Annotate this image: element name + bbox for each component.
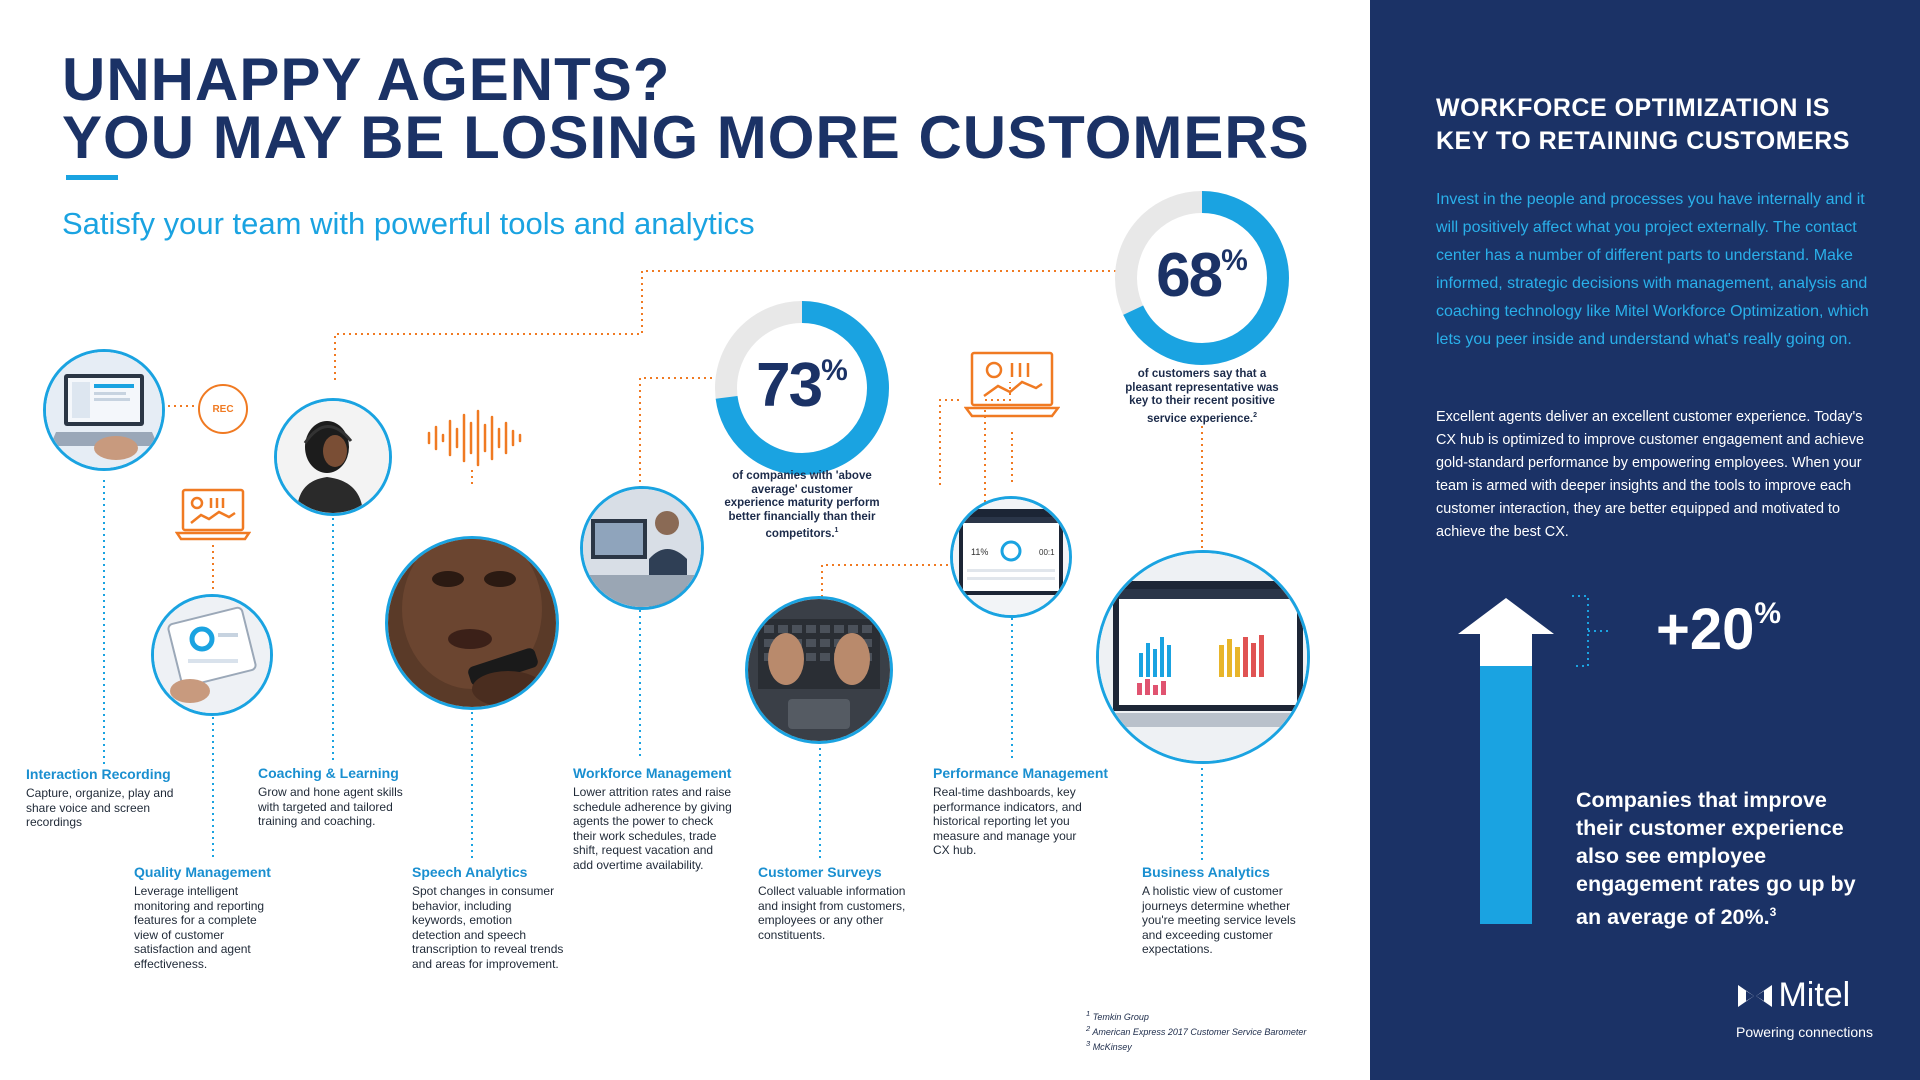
stat-73-caption-text: of companies with 'above average' custom… <box>724 470 880 540</box>
quality-management-desc: Leverage intelligent monitoring and repo… <box>134 884 265 971</box>
footnote-3-num: 3 <box>1086 1039 1091 1048</box>
speech-analytics-title: Speech Analytics <box>412 864 528 880</box>
footnote-1: 1 Temkin Group <box>1086 1008 1336 1023</box>
panel-title-line-2: KEY TO RETAINING CUSTOMERS <box>1436 127 1850 155</box>
bracket-connector <box>1572 595 1608 667</box>
subtitle: Satisfy your team with powerful tools an… <box>62 206 755 241</box>
panel-stat-sentence: Companies that improve their customer ex… <box>1576 788 1856 930</box>
plus-20-stat: +20% <box>1656 596 1781 663</box>
footnote-2-num: 2 <box>1086 1024 1091 1033</box>
stat-68-caption-text: of customers say that a pleasant represe… <box>1125 368 1279 425</box>
laptop-analytics-icon <box>175 488 251 541</box>
right-panel: WORKFORCE OPTIMIZATION IS KEY TO RETAINI… <box>1370 0 1920 1080</box>
stat-68-value: 68 <box>1156 241 1223 310</box>
panel-stat-text: Companies that improve their customer ex… <box>1576 786 1876 931</box>
stat-68-ref: 2 <box>1253 411 1258 419</box>
coaching-learning-desc: Grow and hone agent skills with targeted… <box>258 785 403 829</box>
panel-paragraph-1: Invest in the people and processes you h… <box>1436 191 1869 348</box>
brand-tagline: Powering connections <box>1736 1024 1873 1040</box>
customer-surveys-desc: Collect valuable information and insight… <box>758 884 906 942</box>
plus-20-value: +20 <box>1656 597 1755 662</box>
stat-68-number: 68% <box>1114 240 1290 311</box>
svg-text:11%: 11% <box>971 547 988 557</box>
customer-surveys-title: Customer Surveys <box>758 864 882 880</box>
panel-title-line-1: WORKFORCE OPTIMIZATION IS <box>1436 94 1830 122</box>
customer-surveys-photo <box>745 596 893 744</box>
plus-20-unit: % <box>1754 597 1782 630</box>
performance-management-photo: 11% 00:1 <box>950 496 1072 618</box>
growth-arrow-icon <box>1458 598 1554 924</box>
title-line-1: UNHAPPY AGENTS? <box>62 46 671 113</box>
quality-management-title: Quality Management <box>134 864 271 880</box>
stat-73-ring <box>715 301 889 475</box>
stat-68-caption: of customers say that a pleasant represe… <box>1122 368 1282 426</box>
interaction-recording-photo <box>43 349 165 471</box>
mitel-wordmark: Mitel <box>1778 976 1851 1014</box>
mitel-logo: Mitel <box>1736 976 1850 1015</box>
workforce-management-photo <box>580 486 704 610</box>
quality-management-block: Quality Management Leverage intelligent … <box>134 864 284 972</box>
footnotes: 1 Temkin Group 2 American Express 2017 C… <box>1086 1008 1336 1053</box>
coaching-learning-title: Coaching & Learning <box>258 765 399 781</box>
business-analytics-block: Business Analytics A holistic view of cu… <box>1142 864 1302 957</box>
customer-surveys-block: Customer Surveys Collect valuable inform… <box>758 864 920 942</box>
stat-73-ref: 1 <box>834 527 839 534</box>
stat-73-number: 73% <box>714 350 890 421</box>
interaction-recording-title: Interaction Recording <box>26 766 171 782</box>
title-line-2: YOU MAY BE LOSING MORE CUSTOMERS <box>62 104 1310 171</box>
panel-title: WORKFORCE OPTIMIZATION IS KEY TO RETAINI… <box>1436 92 1896 158</box>
connector-perf-icon <box>939 399 962 485</box>
rec-icon: REC <box>198 384 248 434</box>
footnote-3-text: McKinsey <box>1092 1042 1132 1052</box>
coaching-learning-block: Coaching & Learning Grow and hone agent … <box>258 765 418 829</box>
performance-management-block: Performance Management Real-time dashboa… <box>933 765 1109 858</box>
workforce-management-block: Workforce Management Lower attrition rat… <box>573 765 733 873</box>
panel-stat-ref: 3 <box>1769 905 1777 919</box>
svg-text:00:1: 00:1 <box>1039 548 1055 557</box>
stat-73-value: 73 <box>756 351 823 420</box>
sound-wave-icon <box>427 409 522 467</box>
speech-analytics-block: Speech Analytics Spot changes in consume… <box>412 864 564 972</box>
footnote-1-num: 1 <box>1086 1009 1091 1018</box>
stat-73-unit: % <box>821 354 848 387</box>
stat-73-caption: of companies with 'above average' custom… <box>722 470 882 541</box>
stat-68-ring <box>1115 191 1289 365</box>
workforce-management-desc: Lower attrition rates and raise schedule… <box>573 785 732 872</box>
coaching-learning-photo <box>274 398 392 516</box>
connector-surveys-73 <box>821 382 1011 663</box>
panel-paragraph-2: Excellent agents deliver an excellent cu… <box>1436 409 1864 540</box>
performance-management-title: Performance Management <box>933 765 1109 781</box>
laptop-dashboard-icon <box>964 351 1060 418</box>
footnote-2-text: American Express 2017 Customer Service B… <box>1092 1027 1307 1037</box>
quality-management-photo <box>151 594 273 716</box>
business-analytics-photo <box>1096 550 1310 764</box>
interaction-recording-desc: Capture, organize, play and share voice … <box>26 786 174 830</box>
footnote-3: 3 McKinsey <box>1086 1038 1336 1053</box>
business-analytics-desc: A holistic view of customer journeys det… <box>1142 884 1296 957</box>
speech-analytics-desc: Spot changes in consumer behavior, inclu… <box>412 884 564 971</box>
business-analytics-title: Business Analytics <box>1142 864 1270 880</box>
speech-analytics-photo <box>385 536 559 710</box>
title-underline <box>66 175 118 180</box>
footnote-1-text: Temkin Group <box>1092 1012 1149 1022</box>
stat-68-unit: % <box>1221 244 1248 277</box>
rec-label: REC <box>212 403 234 415</box>
interaction-recording-block: Interaction Recording Capture, organize,… <box>26 766 196 830</box>
workforce-management-title: Workforce Management <box>573 765 732 781</box>
stat-73-ring-fill <box>715 301 889 475</box>
footnote-2: 2 American Express 2017 Customer Service… <box>1086 1023 1336 1038</box>
connector-lines <box>103 270 1203 862</box>
stat-68-ring-fill <box>1115 191 1289 365</box>
connector-workforce-73 <box>639 377 720 500</box>
mitel-mark-icon <box>1738 984 1772 1007</box>
performance-management-desc: Real-time dashboards, key performance in… <box>933 785 1082 858</box>
connector-coaching-68 <box>334 270 1120 380</box>
